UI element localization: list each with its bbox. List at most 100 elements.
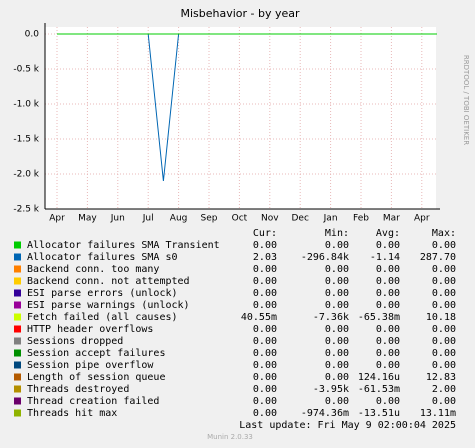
stat-value: 0.00 [325, 348, 349, 359]
stat-value: 10.18 [426, 312, 456, 323]
stat-value: 0.00 [432, 264, 456, 275]
stat-value: 0.00 [325, 324, 349, 335]
legend-swatch [14, 373, 21, 381]
legend-label: Length of session queue [27, 372, 165, 383]
stat-value: 0.00 [376, 396, 400, 407]
stat-value: 124.16u [358, 372, 400, 383]
legend-label: Allocator failures SMA Transient [27, 240, 220, 251]
x-tick-label: Apr [414, 214, 430, 224]
legend-label: ESI parse errors (unlock) [27, 288, 178, 299]
legend-label: Session pipe overflow [27, 360, 154, 371]
stat-value: -13.51u [358, 408, 400, 419]
stat-value: 0.00 [432, 396, 456, 407]
legend-swatch [14, 277, 21, 285]
stat-value: -3.95k [313, 384, 349, 395]
side-text: RRDTOOL / TOBI OETIKER [462, 55, 470, 145]
stat-value: 0.00 [376, 348, 400, 359]
stat-header: Avg: [376, 228, 400, 239]
legend-swatch [14, 361, 21, 369]
legend-swatch [14, 385, 21, 393]
legend-label: ESI parse warnings (unlock) [27, 300, 190, 311]
stat-value: 12.83 [426, 372, 456, 383]
stat-value: 0.00 [325, 396, 349, 407]
stat-value: -974.36m [301, 408, 349, 419]
y-tick-label: -2.0 k [13, 170, 39, 180]
stat-value: 0.00 [325, 276, 349, 287]
stat-value: 0.00 [376, 240, 400, 251]
x-tick-label: Jul [142, 214, 154, 224]
stat-value: 0.00 [432, 240, 456, 251]
x-tick-label: Feb [353, 214, 369, 224]
stat-value: 0.00 [432, 348, 456, 359]
legend-label: Threads hit max [27, 408, 117, 419]
stat-value: 0.00 [325, 300, 349, 311]
x-tick-label: Oct [232, 214, 248, 224]
stat-value: 0.00 [253, 372, 277, 383]
legend-swatch [14, 301, 21, 309]
stat-value: -7.36k [313, 312, 349, 323]
stat-value: 0.00 [432, 336, 456, 347]
legend-swatch [14, 337, 21, 345]
y-tick-label: -0.5 k [13, 65, 39, 75]
x-tick-label: Jun [110, 214, 125, 224]
stat-value: 0.00 [253, 264, 277, 275]
legend-label: Backend conn. not attempted [27, 276, 190, 287]
stat-value: 0.00 [253, 336, 277, 347]
y-tick-label: -1.0 k [13, 100, 39, 110]
y-tick-label: -1.5 k [13, 135, 39, 145]
x-tick-label: Aug [170, 214, 188, 224]
stat-value: 0.00 [253, 408, 277, 419]
legend-swatch [14, 241, 21, 249]
stat-value: 0.00 [432, 324, 456, 335]
x-tick-label: Jan [323, 214, 338, 224]
plot-area [45, 27, 436, 209]
stat-value: 0.00 [376, 300, 400, 311]
legend-swatch [14, 349, 21, 357]
x-tick-label: Mar [383, 214, 400, 224]
stat-value: 0.00 [432, 360, 456, 371]
stat-value: 0.00 [376, 324, 400, 335]
stat-value: -61.53m [358, 384, 400, 395]
legend-swatch [14, 265, 21, 273]
stat-value: 0.00 [376, 336, 400, 347]
stat-header: Cur: [253, 228, 277, 239]
legend-label: Backend conn. too many [27, 264, 159, 275]
stat-value: 0.00 [253, 276, 277, 287]
x-tick-label: Sep [201, 214, 218, 224]
stat-value: 0.00 [253, 348, 277, 359]
stat-value: 0.00 [325, 240, 349, 251]
legend-label: Allocator failures SMA s0 [27, 252, 178, 263]
y-tick-label: 0.0 [25, 30, 40, 40]
stat-value: 0.00 [376, 360, 400, 371]
stat-value: -296.84k [301, 252, 349, 263]
credit: Munin 2.0.33 [207, 433, 253, 441]
x-tick-label: Dec [291, 214, 308, 224]
x-tick-label: Apr [49, 214, 65, 224]
legend-label: Threads destroyed [27, 384, 129, 395]
legend-label: Fetch failed (all causes) [27, 312, 178, 323]
stat-value: 2.00 [432, 384, 456, 395]
chart-title: Misbehavior - by year [180, 7, 300, 20]
stat-value: 0.00 [325, 336, 349, 347]
legend-swatch [14, 397, 21, 405]
stat-value: 0.00 [325, 360, 349, 371]
stat-value: 0.00 [325, 372, 349, 383]
stat-value: -1.14 [370, 252, 400, 263]
y-tick-label: -2.5 k [13, 205, 39, 215]
stat-value: 2.03 [253, 252, 277, 263]
legend-label: Session accept failures [27, 348, 165, 359]
legend-swatch [14, 325, 21, 333]
legend-swatch [14, 313, 21, 321]
stat-value: 0.00 [325, 264, 349, 275]
stat-value: 0.00 [253, 396, 277, 407]
stat-value: 0.00 [253, 324, 277, 335]
stat-value: 0.00 [376, 276, 400, 287]
stat-value: 0.00 [253, 288, 277, 299]
stat-value: 0.00 [432, 288, 456, 299]
stat-value: 0.00 [253, 240, 277, 251]
legend-label: Thread creation failed [27, 396, 159, 407]
stat-value: 287.70 [420, 252, 456, 263]
stat-value: 0.00 [376, 288, 400, 299]
stat-value: 0.00 [253, 384, 277, 395]
